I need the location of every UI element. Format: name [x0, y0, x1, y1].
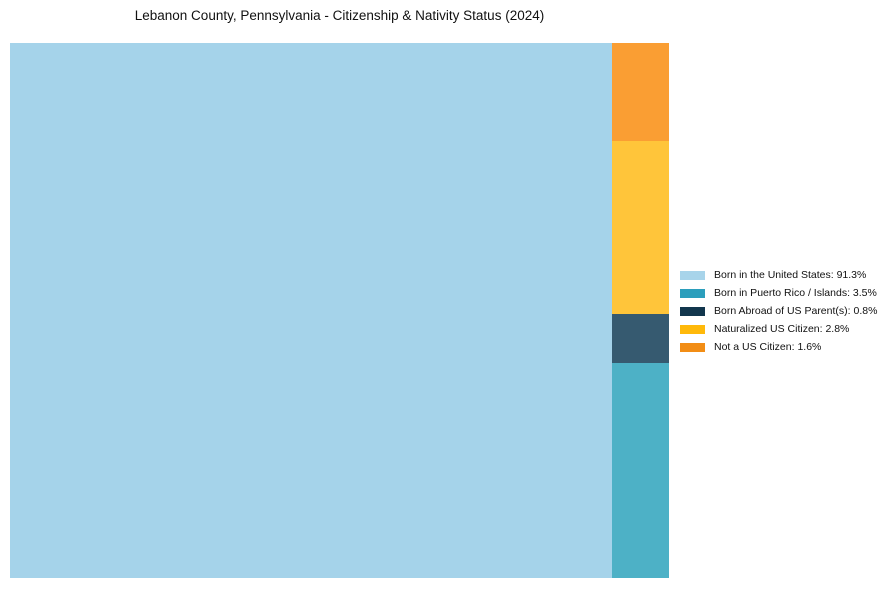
legend-swatch-icon: [680, 324, 705, 334]
legend-swatch-icon: [680, 270, 705, 280]
block-born-in-the-united-states: [10, 43, 612, 578]
legend-row-born-in-puerto-rico-islands: Born in Puerto Rico / Islands: 3.5%: [680, 284, 877, 302]
legend-row-born-in-the-united-states: Born in the United States: 91.3%: [680, 266, 877, 284]
legend-swatch-icon: [680, 306, 705, 316]
block-not-a-us-citizen: [611, 43, 669, 142]
legend-swatch-icon: [680, 342, 705, 352]
legend-row-born-abroad-of-us-parent-s: Born Abroad of US Parent(s): 0.8%: [680, 302, 877, 320]
legend: Born in the United States: 91.3% Born in …: [680, 266, 877, 356]
block-born-abroad-of-us-parent-s: [611, 313, 669, 363]
legend-label: Born Abroad of US Parent(s): 0.8%: [714, 305, 878, 317]
block-born-in-puerto-rico-islands: [611, 362, 669, 578]
legend-label: Born in Puerto Rico / Islands: 3.5%: [714, 287, 877, 299]
treemap-plot: [10, 43, 669, 578]
chart-title: Lebanon County, Pennsylvania - Citizensh…: [134, 8, 545, 23]
legend-label: Born in the United States: 91.3%: [714, 269, 867, 281]
legend-row-naturalized-us-citizen: Naturalized US Citizen: 2.8%: [680, 320, 877, 338]
legend-swatch-icon: [680, 288, 705, 298]
legend-row-not-a-us-citizen: Not a US Citizen: 1.6%: [680, 338, 877, 356]
legend-label: Naturalized US Citizen: 2.8%: [714, 323, 850, 335]
block-naturalized-us-citizen: [611, 141, 669, 314]
legend-label: Not a US Citizen: 1.6%: [714, 341, 822, 353]
